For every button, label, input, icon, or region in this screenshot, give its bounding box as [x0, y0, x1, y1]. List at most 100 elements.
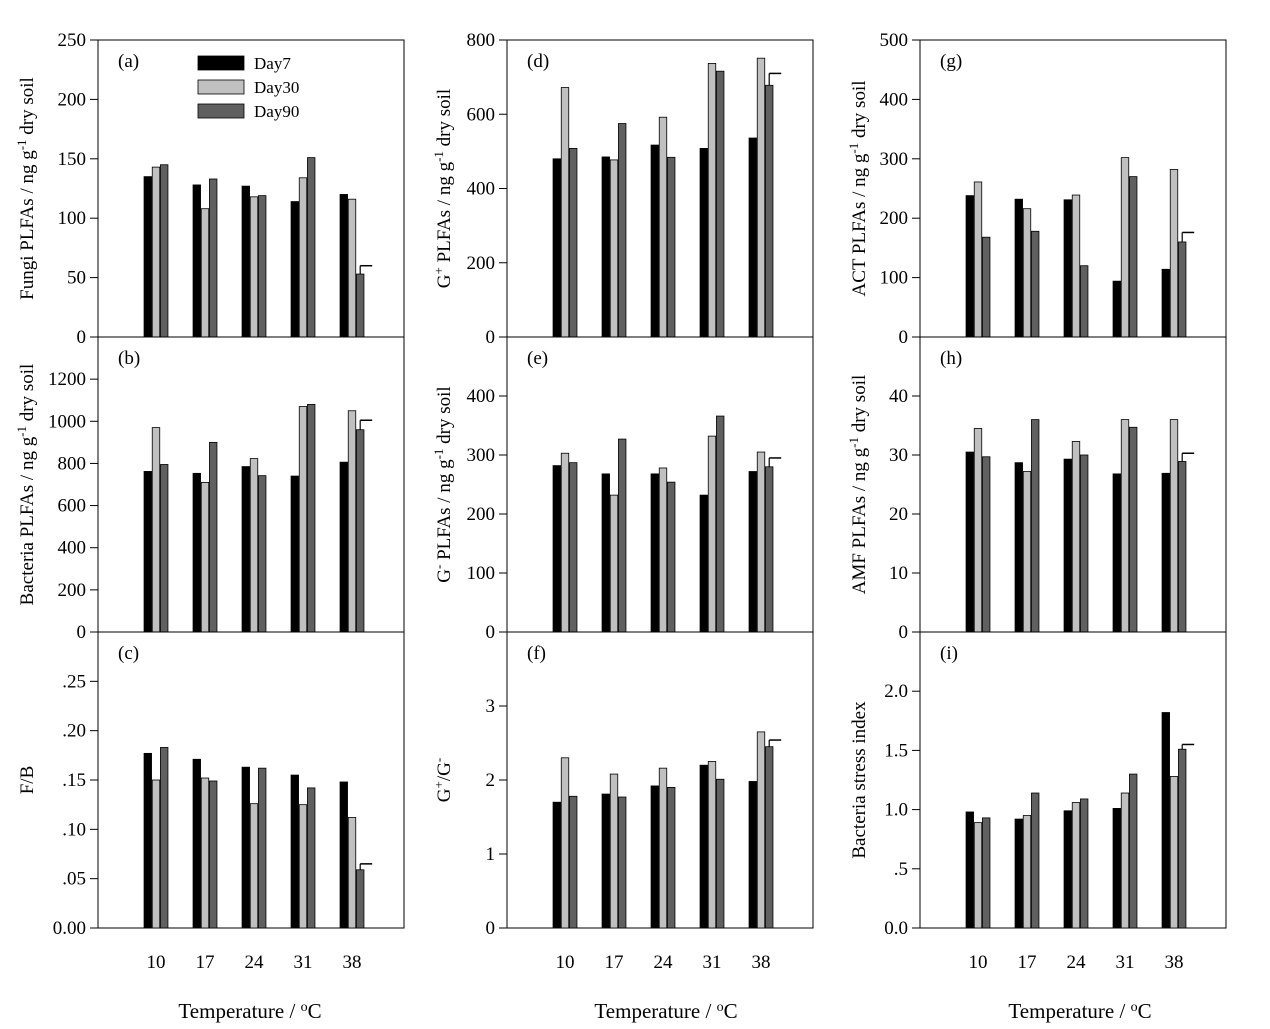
- panel-e-bar-day30-24: [658, 467, 668, 633]
- panel-c-bar-day90-38: [356, 869, 365, 929]
- panel-a-ytick-label: 250: [58, 30, 87, 51]
- panel-g-label: (g): [940, 51, 962, 72]
- panel-e-bar-day7-31: [699, 494, 708, 633]
- panel-a-ytick-label: 200: [58, 89, 87, 110]
- panel-b-bar-day7-31: [290, 475, 299, 633]
- panel-b-ytick-label: 1000: [48, 411, 86, 432]
- panel-c-bar-day90-17: [209, 780, 218, 929]
- x-axis-title-2: Temperature / oC: [1008, 999, 1151, 1023]
- panel-d-bar-day90-17: [618, 123, 627, 338]
- panel-f-bar-day7-17: [601, 793, 610, 929]
- panel-b-bar-day30-24: [249, 458, 259, 633]
- panel-h-bar-day30-31: [1120, 419, 1130, 633]
- panel-a-label: (a): [118, 51, 139, 72]
- panel-f-xtick-label: 10: [556, 952, 575, 973]
- panel-h-bar-day7-17: [1014, 462, 1023, 633]
- panel-a-bar-day7-31: [290, 201, 299, 338]
- legend-label-day90: Day90: [254, 102, 299, 121]
- panel-h-bar-day30-24: [1071, 441, 1081, 633]
- panel-c-bar-day7-17: [192, 758, 201, 929]
- panel-i-ytick-label: 0.0: [884, 918, 908, 939]
- panel-i-xtick-label: 17: [1018, 952, 1037, 973]
- panel-h-ytick-label: 0: [899, 622, 909, 643]
- panel-i-ytick-label: 1.5: [884, 740, 908, 761]
- panel-c-bar-day30-10: [151, 779, 161, 929]
- panel-h-bar-day90-24: [1080, 454, 1089, 633]
- panel-i-ytick-label: 2.0: [884, 681, 908, 702]
- panel-b-ytick-label: 800: [58, 453, 87, 474]
- panel-i-label: (i): [940, 643, 958, 664]
- panel-g-bar-day30-24: [1071, 194, 1081, 338]
- panel-b-bar-day90-10: [160, 464, 169, 633]
- panel-g-bar-day7-38: [1161, 268, 1170, 338]
- panel-g-bar-day7-10: [965, 195, 974, 338]
- panel-c-ytick-label: .05: [62, 869, 86, 890]
- panel-h-ylabel: AMF PLFAs / ng g-1 dry soil: [846, 375, 871, 595]
- panel-c-xtick-label: 31: [294, 952, 313, 973]
- panel-e-ytick-label: 100: [467, 563, 496, 584]
- panel-g-ytick-label: 0: [899, 327, 909, 348]
- panel-f-bar-day30-24: [658, 767, 668, 929]
- panel-g-bar-day90-31: [1129, 176, 1138, 338]
- panel-h-bar-day90-10: [982, 456, 991, 633]
- panel-g-ytick-label: 100: [880, 268, 909, 289]
- panel-e-ytick-label: 200: [467, 504, 496, 525]
- panel-g-bar-day30-17: [1022, 208, 1032, 338]
- panel-i-bar-day7-31: [1112, 808, 1121, 929]
- panel-a-bar-day30-17: [200, 208, 210, 338]
- panel-f-xtick-label: 17: [605, 952, 624, 973]
- panel-e-bar-day90-24: [667, 481, 676, 633]
- panel-h-bar-day30-38: [1169, 419, 1179, 633]
- panel-i-ytick-label: 1.0: [884, 800, 908, 821]
- panel-i-ylabel: Bacteria stress index: [849, 701, 870, 859]
- x-axis-title-1: Temperature / oC: [594, 999, 737, 1023]
- panel-d-bar-day7-38: [748, 137, 757, 338]
- panel-i-bar-day7-10: [965, 811, 974, 929]
- panel-c-xtick-label: 10: [147, 952, 166, 973]
- panel-d-bar-day90-31: [716, 70, 725, 338]
- panel-a-bar-day90-10: [160, 164, 169, 338]
- panel-c-bar-day7-24: [241, 766, 250, 929]
- panel-e-bar-day90-38: [765, 466, 774, 633]
- panel-a-bar-day7-38: [339, 194, 348, 338]
- panel-i-bar-day90-24: [1080, 798, 1089, 929]
- panel-g-ytick-label: 400: [880, 89, 909, 110]
- legend-label-day30: Day30: [254, 78, 299, 97]
- panel-d-ytick-label: 400: [467, 179, 496, 200]
- panel-i-bar-day7-38: [1161, 712, 1170, 929]
- panel-d-bar-day7-31: [699, 148, 708, 338]
- panel-d-bar-day90-24: [667, 156, 676, 338]
- panel-i-bar-day7-17: [1014, 818, 1023, 929]
- panel-e-bar-day30-38: [756, 451, 766, 633]
- panel-a-bar-day30-24: [249, 196, 259, 338]
- panel-a-ytick-label: 0: [77, 327, 87, 348]
- panel-e-bar-day90-17: [618, 438, 627, 633]
- panel-f-label: (f): [527, 643, 546, 664]
- panel-c-bar-day7-31: [290, 774, 299, 929]
- panel-f-bar-day30-38: [756, 731, 766, 929]
- panel-b-ytick-label: 200: [58, 580, 87, 601]
- panel-h-ytick-label: 10: [889, 563, 908, 584]
- panel-i-xtick-label: 24: [1067, 952, 1087, 973]
- panel-e-bar-day30-10: [560, 452, 570, 633]
- panel-b-bar-day90-31: [307, 404, 316, 633]
- panel-e-bar-day7-10: [552, 465, 561, 633]
- panel-c-bar-day90-24: [258, 767, 267, 929]
- panel-c-bar-day30-24: [249, 803, 259, 929]
- panel-c-label: (c): [118, 643, 139, 664]
- panel-b-bar-day7-24: [241, 466, 250, 633]
- panel-b-ylabel: Bacteria PLFAs / ng g-1 dry soil: [14, 364, 39, 606]
- panel-b-bar-day7-38: [339, 461, 348, 633]
- panel-i-bar-day30-17: [1022, 815, 1032, 929]
- panel-h-bar-day7-10: [965, 451, 974, 633]
- panel-a-bar-day90-38: [356, 273, 365, 338]
- panel-h-ytick-label: 30: [889, 445, 908, 466]
- panel-g-bar-day90-10: [982, 236, 991, 338]
- panel-i-bar-day90-17: [1031, 792, 1040, 929]
- panel-a-bar-day7-24: [241, 185, 250, 338]
- panel-g-bar-day7-17: [1014, 198, 1023, 338]
- panel-c-ytick-label: 0.00: [53, 918, 86, 939]
- panel-b-bar-day30-17: [200, 481, 210, 633]
- panel-i-xtick-label: 38: [1165, 952, 1184, 973]
